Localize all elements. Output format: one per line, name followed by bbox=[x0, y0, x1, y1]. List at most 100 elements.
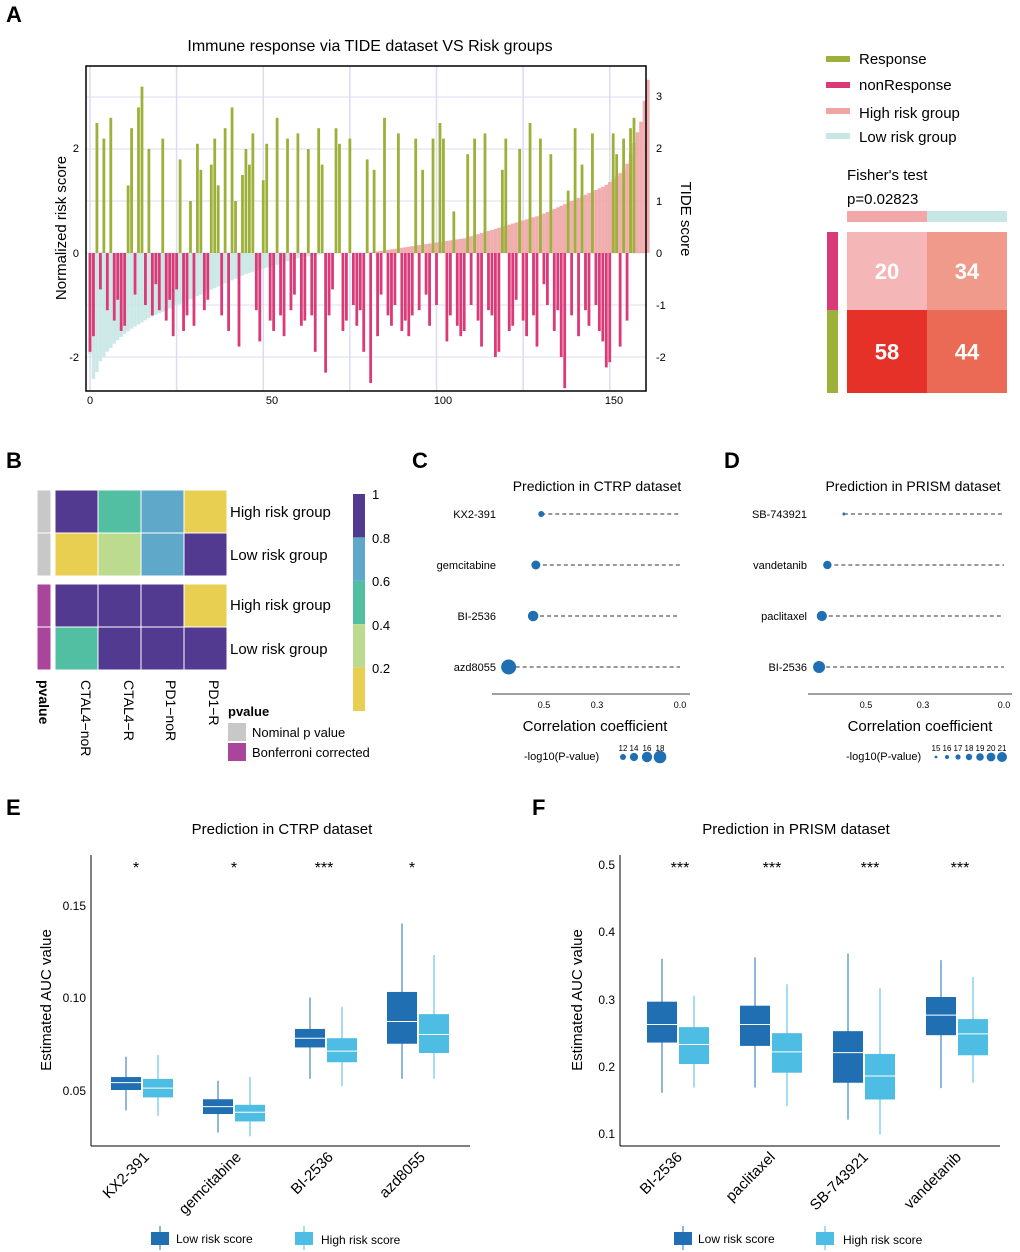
risk-score-bar bbox=[587, 193, 591, 253]
tide-score-bar bbox=[279, 253, 282, 316]
panel-c-drug-0: KX2-391 bbox=[453, 509, 496, 521]
heatmap-cell bbox=[140, 626, 185, 671]
panel-f-ylabel: Estimated AUC value bbox=[569, 929, 586, 1071]
tide-score-bar bbox=[327, 253, 331, 316]
tide-score-bar bbox=[455, 253, 459, 326]
fisher-cell-value: 58 bbox=[875, 340, 899, 365]
risk-score-bar bbox=[316, 253, 321, 255]
tide-score-bar bbox=[369, 253, 373, 383]
tide-score-bar bbox=[351, 253, 355, 305]
panel-b-colorbar-tick-04: 0.4 bbox=[372, 618, 390, 633]
tide-score-bar bbox=[98, 253, 102, 290]
risk-score-bar bbox=[618, 173, 622, 253]
tide-score-bar bbox=[126, 185, 130, 253]
risk-score-bar bbox=[535, 216, 539, 253]
size-legend-dot bbox=[934, 755, 938, 759]
tide-score-bar bbox=[552, 253, 556, 331]
tide-score-bar bbox=[490, 253, 494, 316]
panel-f-legend-label-high: High risk score bbox=[843, 1233, 923, 1247]
panel-e-category-3: azd8055 bbox=[376, 1149, 429, 1202]
tide-score-bar bbox=[559, 253, 563, 357]
size-legend-dot bbox=[976, 753, 984, 761]
legend-swatch-high-risk bbox=[826, 108, 850, 114]
panel-b-col-label-1: CTAL4−R bbox=[121, 680, 137, 741]
risk-score-bar bbox=[507, 224, 511, 253]
risk-score-bar bbox=[569, 201, 574, 253]
risk-score-bar bbox=[251, 253, 255, 272]
panel-e: Prediction in CTRP dataset Estimated AUC… bbox=[38, 821, 470, 1250]
panel-c-xtick-05: 0.5 bbox=[538, 700, 551, 710]
risk-score-bar bbox=[597, 188, 602, 253]
tide-score-bar bbox=[175, 253, 179, 290]
tide-score-bar bbox=[525, 253, 528, 337]
fisher-cell-value: 20 bbox=[875, 259, 899, 284]
tide-score-bar bbox=[116, 253, 120, 300]
panel-f-title: Prediction in PRISM dataset bbox=[702, 821, 890, 838]
tide-score-bar bbox=[431, 138, 435, 253]
tide-score-bar bbox=[189, 201, 192, 253]
panel-a-ytick-left-0: 0 bbox=[73, 248, 79, 260]
panel-e-ytick-005: 0.05 bbox=[63, 1084, 87, 1098]
tide-score-bar bbox=[171, 253, 175, 337]
panel-f-plot bbox=[647, 953, 988, 1135]
panel-c-drug-1: gemcitabine bbox=[437, 560, 496, 572]
box-body bbox=[740, 1005, 770, 1046]
risk-score-bar bbox=[490, 229, 494, 253]
heatmap-cell bbox=[140, 532, 185, 577]
tide-score-bar bbox=[584, 253, 587, 311]
tide-score-bar bbox=[393, 253, 397, 305]
heatmap-cell bbox=[54, 583, 99, 628]
panel-b-row-label-1: Low risk group bbox=[230, 547, 328, 564]
tide-score-bar bbox=[549, 154, 553, 253]
risk-score-bar bbox=[320, 253, 324, 255]
panel-c-size-legend-12: 12 bbox=[619, 744, 628, 753]
panel-a-ytick-right-0: 0 bbox=[656, 248, 662, 260]
risk-score-bar bbox=[601, 186, 605, 253]
risk-score-bar bbox=[542, 213, 546, 253]
tide-score-bar bbox=[421, 169, 425, 253]
heatmap-cell bbox=[140, 489, 185, 534]
box-body bbox=[926, 996, 956, 1036]
panel-d-size-legend-title: -log10(P-value) bbox=[846, 751, 921, 763]
heatmap-cell bbox=[54, 489, 99, 534]
panel-label-d: D bbox=[724, 448, 740, 473]
panel-c-plot bbox=[501, 511, 680, 675]
risk-score-bar bbox=[223, 253, 227, 284]
tide-score-bar bbox=[500, 169, 504, 253]
tide-score-bar bbox=[587, 253, 591, 326]
tide-score-bar bbox=[376, 253, 379, 337]
risk-score-bar bbox=[476, 234, 480, 253]
tide-score-bar bbox=[445, 253, 449, 342]
risk-score-bar bbox=[424, 244, 428, 253]
panel-b-colorbar-tick-06: 0.6 bbox=[372, 574, 390, 589]
risk-score-bar bbox=[209, 253, 214, 290]
fisher-cell bbox=[927, 232, 1007, 310]
tide-score-bar bbox=[227, 253, 230, 331]
risk-score-bar bbox=[240, 253, 245, 276]
panel-d-xtick-00: 0.0 bbox=[998, 700, 1011, 710]
size-legend-label: 18 bbox=[965, 744, 974, 753]
tide-score-bar bbox=[182, 253, 185, 331]
risk-score-bar bbox=[594, 190, 598, 253]
heatmap-cell bbox=[97, 489, 142, 534]
lollipop-dot bbox=[823, 560, 832, 570]
size-legend-label: 15 bbox=[932, 744, 941, 753]
panel-label-b: B bbox=[6, 448, 22, 473]
heatmap-cell bbox=[97, 532, 142, 577]
panel-a-ytick-right-1: 1 bbox=[656, 196, 662, 208]
panel-f-sig-3: *** bbox=[951, 860, 970, 877]
risk-score-bar bbox=[608, 182, 612, 253]
panel-f-ytick-02: 0.2 bbox=[598, 1060, 615, 1074]
risk-score-bar bbox=[646, 79, 650, 253]
tide-score-bar bbox=[206, 253, 210, 300]
risk-score-bar bbox=[233, 253, 238, 279]
panel-a-xtick-50: 50 bbox=[266, 395, 278, 407]
risk-score-bar bbox=[524, 219, 529, 253]
panel-label-e: E bbox=[6, 795, 21, 820]
tide-score-bar bbox=[185, 253, 189, 316]
panel-e-sig-1: * bbox=[231, 860, 237, 877]
tide-score-bar bbox=[196, 143, 199, 253]
colorbar-segment bbox=[353, 624, 365, 668]
tide-score-bar bbox=[164, 253, 168, 321]
tide-score-bar bbox=[306, 149, 310, 253]
